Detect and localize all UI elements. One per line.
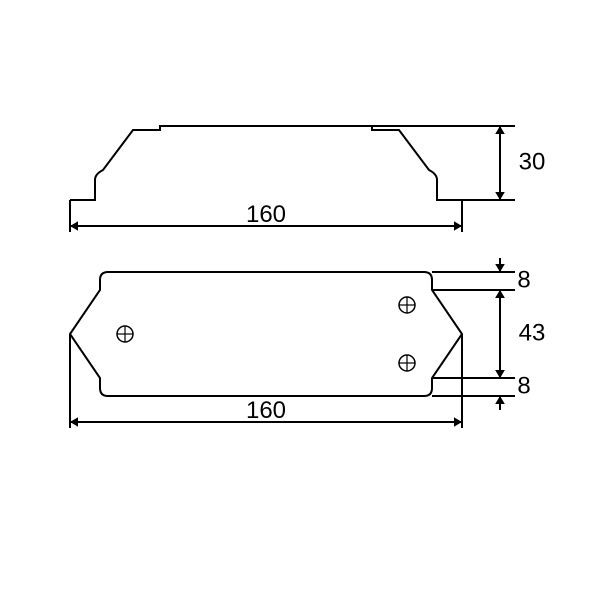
side-view-outline	[70, 126, 462, 200]
dim-tab-upper: 8	[517, 266, 530, 293]
dim-top-width: 160	[246, 201, 286, 228]
dim-bottom-width: 160	[246, 397, 286, 424]
dim-tab-lower: 8	[517, 372, 530, 399]
dim-side-height: 30	[519, 148, 546, 175]
screw-hole-right-top	[399, 297, 415, 313]
screw-hole-right-bottom	[399, 355, 415, 371]
dim-body-height: 43	[519, 319, 546, 346]
screw-hole-left	[117, 326, 133, 342]
